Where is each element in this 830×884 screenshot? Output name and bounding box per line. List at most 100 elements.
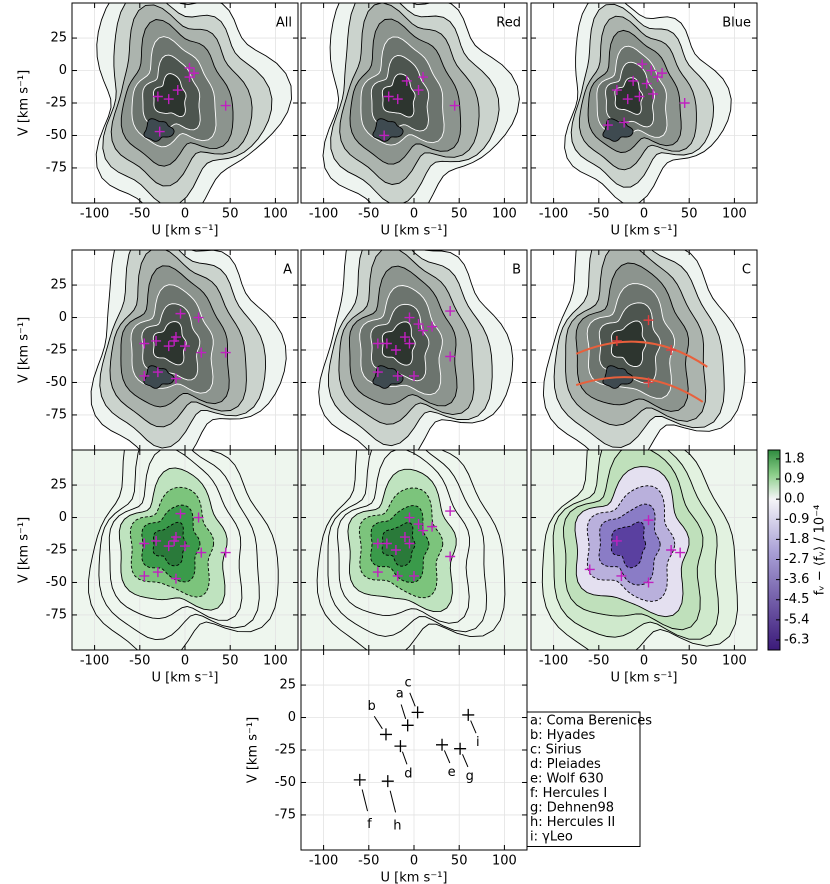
marker	[392, 570, 403, 581]
y-axis-label: V [km s⁻¹]	[246, 717, 261, 783]
marker	[390, 345, 401, 355]
marker	[220, 347, 231, 358]
x-tick-label: 0	[640, 654, 648, 669]
marker	[196, 547, 207, 558]
panel-title: All	[276, 16, 292, 31]
marker	[163, 94, 174, 105]
x-tick-label: -50	[129, 654, 150, 669]
colorbar-tick-label: 0.9	[784, 472, 805, 487]
panel	[72, 450, 298, 650]
marker	[611, 335, 622, 346]
panel	[531, 250, 757, 450]
colorbar-tick-label: -5.4	[784, 612, 809, 627]
marker	[634, 91, 645, 102]
y-tick-label: -75	[46, 607, 67, 622]
leader-line	[462, 754, 469, 768]
point-label: h	[393, 818, 401, 833]
marker	[139, 538, 150, 549]
marker	[675, 547, 686, 558]
marker	[657, 68, 668, 79]
x-axis-label: U [km s⁻¹]	[381, 871, 448, 884]
contour	[143, 365, 175, 389]
y-tick-label: -25	[275, 743, 296, 758]
panel-title: Blue	[722, 16, 751, 31]
x-tick-label: -100	[309, 854, 339, 869]
marker	[643, 315, 654, 326]
point	[436, 738, 449, 751]
y-tick-label: -25	[46, 343, 67, 358]
marker	[169, 335, 180, 346]
marker	[372, 567, 383, 578]
x-tick-label: 50	[222, 207, 239, 222]
colorbar-tick-label: -1.8	[784, 532, 809, 547]
point-label: d	[404, 766, 412, 781]
colorbar-tick-label: -0.9	[784, 512, 809, 527]
marker	[445, 306, 456, 317]
leader-line	[401, 751, 408, 765]
colorbar-tick-label: -4.5	[784, 592, 809, 607]
marker	[372, 538, 383, 549]
panel	[531, 3, 757, 203]
marker	[381, 538, 392, 549]
marker	[193, 312, 204, 323]
marker	[372, 338, 383, 349]
marker	[643, 515, 654, 526]
x-tick-label: 100	[492, 854, 517, 869]
leader-line	[443, 750, 451, 764]
marker	[445, 551, 456, 562]
point-label: a	[396, 687, 404, 702]
panel-title: C	[742, 263, 751, 278]
marker	[151, 335, 162, 346]
x-tick-label: 100	[722, 207, 747, 222]
marker	[175, 308, 186, 319]
marker	[152, 91, 163, 102]
marker	[139, 338, 150, 349]
marker	[401, 75, 412, 86]
marker	[220, 100, 231, 111]
x-tick-label: 0	[181, 207, 189, 222]
legend-entry: g: Dehnen98	[530, 801, 614, 816]
y-axis-label: V [km s⁻¹]	[17, 317, 32, 383]
marker	[584, 564, 595, 575]
marker	[151, 535, 162, 546]
point	[401, 719, 414, 732]
legend-entry: h: Hercules II	[530, 815, 615, 830]
marker	[611, 535, 622, 546]
y-tick-label: -50	[275, 775, 296, 790]
marker	[409, 570, 419, 581]
marker	[154, 126, 165, 137]
marker	[413, 319, 424, 330]
y-tick-label: 0	[59, 310, 67, 325]
y-tick-label: -50	[46, 375, 67, 390]
colorbar-label: fᵥ − ⟨fᵥ⟩ / 10⁻⁴	[813, 505, 828, 596]
point-label: c	[404, 675, 411, 690]
x-tick-label: -50	[358, 854, 379, 869]
marker	[611, 85, 622, 96]
contour	[98, 450, 260, 641]
y-tick-label: 25	[50, 278, 67, 293]
marker	[418, 525, 429, 536]
leader-line	[409, 692, 416, 707]
contour	[152, 321, 187, 366]
point	[394, 740, 407, 753]
marker	[619, 117, 630, 128]
marker	[139, 370, 150, 381]
marker	[220, 547, 231, 558]
marker	[193, 512, 204, 523]
legend-entry: a: Coma Berenices	[530, 714, 652, 729]
x-axis-label: U [km s⁻¹]	[152, 671, 219, 686]
point	[411, 706, 424, 719]
marker	[175, 508, 186, 519]
marker	[646, 65, 657, 76]
marker	[390, 545, 401, 555]
x-tick-label: -50	[588, 207, 609, 222]
x-tick-label: -100	[309, 207, 339, 222]
marker	[169, 535, 180, 546]
leader-line	[400, 704, 407, 720]
x-tick-label: -100	[80, 207, 110, 222]
legend-entry: i: γLeo	[530, 830, 573, 845]
panel	[301, 450, 527, 650]
contour	[610, 521, 647, 569]
x-tick-label: 50	[681, 207, 698, 222]
